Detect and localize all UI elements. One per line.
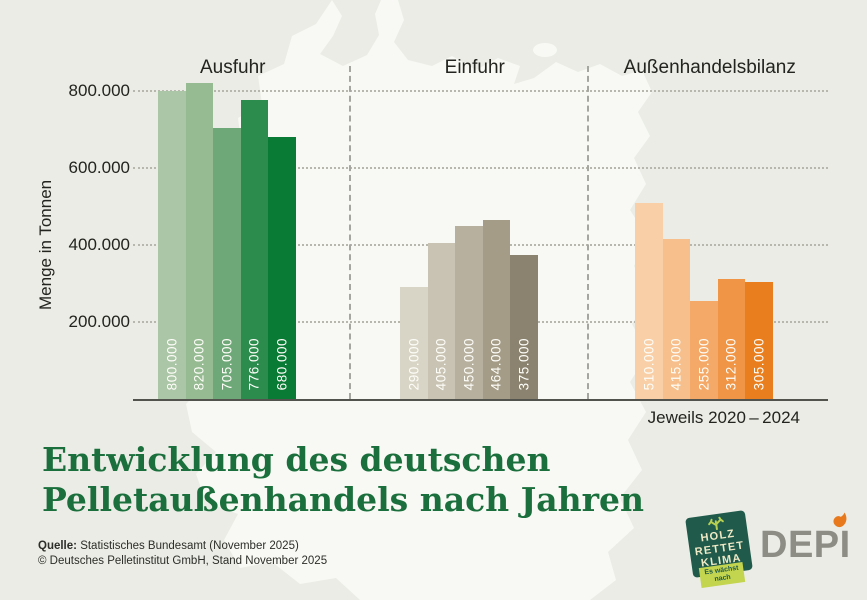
bar-value-label: 680.000: [274, 337, 290, 390]
bar-value-label: 510.000: [641, 337, 657, 390]
bar-value-label: 800.000: [164, 337, 180, 390]
source-note: Quelle: Statistisches Bundesamt (Novembe…: [38, 539, 327, 569]
bar-ausfuhr-2021: 820.000: [185, 83, 213, 399]
source-label: Quelle:: [38, 540, 77, 552]
bar-einfuhr-2023: 464.000: [482, 220, 510, 399]
y-tick-label: 200.000: [68, 312, 130, 331]
group-separator-2: [587, 66, 589, 399]
bar-einfuhr-2020: 290.000: [400, 287, 428, 399]
bar-außenhandelsbilanz-2020: 510.000: [635, 202, 663, 399]
bar-value-label: 820.000: [191, 337, 207, 390]
headline: Entwicklung des deutschen Pelletaußenhan…: [42, 440, 644, 520]
bar-value-label: 312.000: [723, 337, 739, 390]
source-line1: Statistisches Bundesamt (November 2025): [80, 540, 299, 552]
bar-ausfuhr-2020: 800.000: [158, 91, 186, 399]
bar-value-label: 375.000: [516, 337, 532, 390]
bar-einfuhr-2021: 405.000: [427, 243, 455, 399]
bar-einfuhr-2024: 375.000: [510, 254, 538, 399]
bar-außenhandelsbilanz-2024: 305.000: [745, 281, 773, 399]
gridline-600.000: [133, 167, 828, 169]
group-separator-1: [349, 66, 351, 399]
bar-value-label: 776.000: [246, 337, 262, 390]
bar-value-label: 290.000: [406, 337, 422, 390]
bar-value-label: 415.000: [668, 337, 684, 390]
sprout-icon: [708, 516, 724, 531]
bar-value-label: 305.000: [751, 337, 767, 390]
group-label-2: Einfuhr: [444, 57, 505, 78]
bar-ausfuhr-2024: 680.000: [268, 137, 296, 399]
bar-value-label: 464.000: [488, 337, 504, 390]
group-label-3: Außenhandelsbilanz: [623, 57, 796, 78]
holz-rettet-klima-logo: HOLZ RETTET KLIMA Es wächst nach: [685, 509, 758, 593]
group-label-1: Ausfuhr: [200, 57, 266, 78]
headline-line2: Pelletaußenhandels nach Jahren: [42, 480, 645, 519]
y-tick-label: 400.000: [68, 235, 130, 254]
period-label: Jeweils 2020 – 2024: [647, 408, 800, 427]
source-line2: © Deutsches Pelletinstitut GmbH, Stand N…: [38, 555, 328, 567]
bar-value-label: 705.000: [219, 337, 235, 390]
y-tick-label: 800.000: [68, 81, 130, 100]
bar-außenhandelsbilanz-2022: 255.000: [690, 300, 718, 399]
hrk-badge: HOLZ RETTET KLIMA: [685, 510, 753, 578]
gridline-800.000: [133, 90, 828, 92]
headline-line1: Entwicklung des deutschen: [42, 440, 551, 479]
bar-außenhandelsbilanz-2021: 415.000: [662, 239, 690, 399]
bar-value-label: 255.000: [696, 337, 712, 390]
flame-icon: [833, 512, 847, 528]
depi-logo: DEPI: [760, 512, 855, 572]
y-tick-label: 600.000: [68, 158, 130, 177]
bar-einfuhr-2022: 450.000: [455, 225, 483, 399]
bar-value-label: 450.000: [461, 337, 477, 390]
x-axis-baseline: [133, 399, 828, 401]
bar-ausfuhr-2023: 776.000: [240, 100, 268, 399]
bar-ausfuhr-2022: 705.000: [213, 127, 241, 399]
bar-außenhandelsbilanz-2023: 312.000: [717, 278, 745, 399]
depi-wordmark: DEPI: [760, 524, 851, 566]
bar-value-label: 405.000: [433, 337, 449, 390]
